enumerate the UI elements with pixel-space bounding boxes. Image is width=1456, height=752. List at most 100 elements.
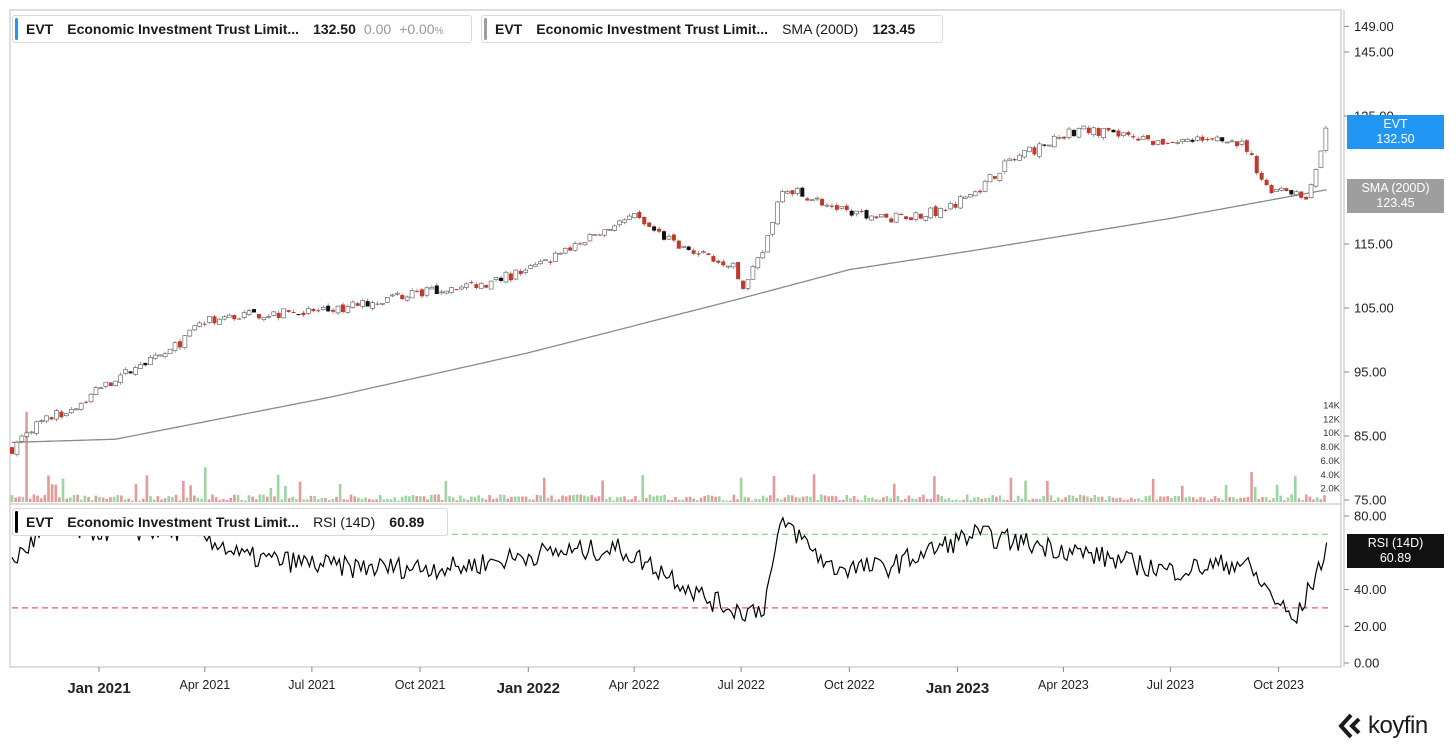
volume-bar bbox=[962, 499, 965, 502]
candle bbox=[1210, 138, 1215, 140]
volume-bar bbox=[867, 497, 871, 502]
candle bbox=[1131, 136, 1136, 138]
volume-bar bbox=[229, 497, 233, 502]
candle bbox=[780, 191, 785, 203]
candle bbox=[923, 216, 929, 221]
volume-bar bbox=[604, 499, 608, 502]
candle bbox=[553, 252, 558, 262]
candle bbox=[488, 280, 494, 290]
candle bbox=[647, 222, 652, 227]
candle bbox=[879, 213, 884, 218]
candle bbox=[439, 291, 445, 294]
volume-bar bbox=[21, 497, 25, 502]
volume-tick-label: 12K bbox=[1323, 414, 1341, 425]
candle bbox=[681, 245, 687, 248]
candle bbox=[800, 187, 805, 197]
x-tick-label: Jan 2023 bbox=[926, 680, 989, 697]
candle bbox=[913, 212, 919, 220]
volume-tick-label: 4.0K bbox=[1320, 470, 1340, 481]
candle bbox=[78, 402, 84, 410]
volume-bar bbox=[933, 476, 936, 502]
candle bbox=[1205, 138, 1210, 140]
volume-bar bbox=[579, 494, 583, 502]
x-axis: Jan 2021 Apr 2021 Jul 2021 Oct 2021 Jan 2022… bbox=[67, 667, 1304, 697]
volume-bar bbox=[375, 499, 378, 502]
volume-bar bbox=[484, 499, 488, 502]
legend-price[interactable]: EVT Economic Investment Trust Limit... 1… bbox=[12, 15, 472, 43]
volume-bar bbox=[87, 497, 90, 502]
x-tick-label: Jul 2021 bbox=[288, 678, 335, 692]
volume-bar bbox=[1261, 497, 1264, 502]
volume-bar bbox=[798, 497, 801, 502]
candle bbox=[1032, 147, 1037, 155]
volume-bar bbox=[1297, 498, 1301, 502]
legend-sma[interactable]: EVT Economic Investment Trust Limit... S… bbox=[481, 15, 943, 43]
candle bbox=[375, 303, 380, 305]
legend-price-value: 132.50 bbox=[313, 21, 356, 37]
legend-symbol: EVT bbox=[26, 21, 54, 37]
volume-bar bbox=[663, 494, 666, 502]
candle bbox=[716, 260, 721, 263]
volume-bar bbox=[1315, 497, 1319, 502]
candle bbox=[34, 421, 39, 434]
volume-bar bbox=[58, 497, 61, 502]
volume-bar bbox=[466, 500, 470, 502]
volume-bar bbox=[572, 495, 575, 502]
volume-bar bbox=[1046, 481, 1049, 502]
volume-bar bbox=[947, 498, 951, 502]
volume-bar bbox=[167, 495, 171, 502]
volume-bar bbox=[411, 495, 415, 502]
candle bbox=[370, 302, 375, 309]
candle bbox=[331, 309, 336, 312]
candle bbox=[750, 266, 756, 280]
candle bbox=[14, 441, 20, 455]
rsi-pane bbox=[11, 516, 1328, 625]
volume-bar bbox=[298, 481, 302, 502]
volume-bar bbox=[743, 496, 747, 502]
candle bbox=[928, 207, 934, 219]
volume-bar bbox=[827, 496, 830, 502]
legend-rsi[interactable]: EVT Economic Investment Trust Limit... R… bbox=[12, 508, 448, 536]
price-badge: EVT 132.50 bbox=[1347, 115, 1444, 149]
candle bbox=[1096, 128, 1101, 136]
volume-bar bbox=[925, 498, 929, 502]
sma-badge-value: 123.45 bbox=[1376, 195, 1415, 210]
candle bbox=[1121, 132, 1126, 136]
volume-bar bbox=[944, 499, 947, 502]
candle bbox=[770, 222, 775, 235]
candle bbox=[568, 247, 573, 251]
rsi-line bbox=[11, 516, 1328, 625]
volume-bar bbox=[218, 500, 222, 502]
volume-bar bbox=[491, 499, 495, 502]
volume-bar bbox=[1180, 485, 1184, 502]
candle bbox=[765, 235, 771, 253]
candle bbox=[1244, 140, 1249, 152]
candle bbox=[345, 306, 351, 313]
sma-line-group bbox=[11, 189, 1327, 444]
volume-bar bbox=[247, 495, 251, 502]
volume-bar bbox=[1188, 496, 1191, 502]
candle bbox=[197, 322, 202, 327]
volume-bar bbox=[32, 494, 36, 502]
candle bbox=[1007, 158, 1013, 162]
candle bbox=[809, 199, 815, 202]
candle bbox=[933, 206, 938, 217]
candle bbox=[326, 305, 331, 312]
candle bbox=[1066, 128, 1072, 138]
candle bbox=[434, 285, 439, 295]
candle bbox=[177, 341, 182, 348]
candle bbox=[676, 240, 681, 249]
volume-bar bbox=[1024, 480, 1027, 502]
candle bbox=[730, 262, 736, 268]
volume-bar bbox=[327, 500, 331, 502]
volume-bar bbox=[171, 496, 174, 502]
y-axis: 149.00145.00135.00115.00105.0095.0085.00… bbox=[1320, 10, 1394, 671]
candle bbox=[1299, 191, 1304, 198]
volume-bar bbox=[25, 411, 28, 502]
volume-bar bbox=[477, 495, 480, 502]
koyfin-logo[interactable]: koyfin bbox=[1338, 712, 1428, 740]
volume-bar bbox=[1086, 496, 1089, 502]
candle bbox=[10, 447, 14, 454]
candle bbox=[967, 194, 973, 198]
volume-bar bbox=[1242, 497, 1246, 502]
